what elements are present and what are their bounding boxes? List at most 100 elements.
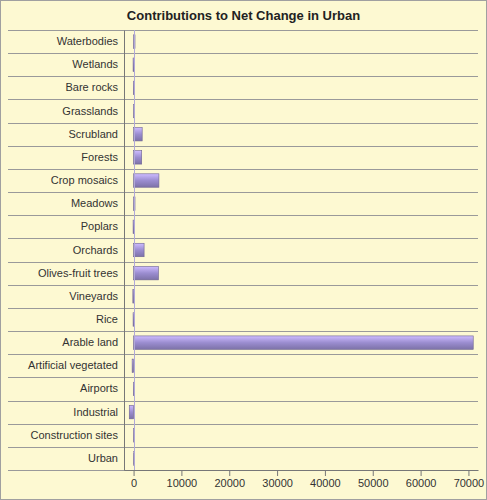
tick-label: 40000	[310, 477, 341, 489]
tick: Industrial	[73, 406, 124, 418]
chart: Contributions to Net Change in Urban 0 100…	[0, 0, 487, 500]
tick-label: 10000	[167, 477, 198, 489]
category-separator	[8, 262, 478, 263]
bars	[129, 35, 473, 465]
tick: Construction sites	[31, 429, 124, 441]
tick: Wetlands	[72, 58, 124, 70]
category-label: Urban	[88, 452, 118, 464]
tick: 20000	[214, 470, 245, 489]
tick-mark	[181, 470, 182, 476]
category-label: Wetlands	[72, 58, 118, 70]
category-label: Industrial	[73, 406, 118, 418]
tick: Forests	[81, 151, 124, 163]
tick: Arable land	[62, 336, 124, 348]
category-label: Scrubland	[68, 128, 118, 140]
bar	[134, 266, 159, 279]
tick: 50000	[358, 470, 389, 489]
bar	[132, 359, 133, 372]
bar	[133, 220, 134, 233]
x-axis-line	[125, 470, 479, 471]
tick: Olives-fruit trees	[38, 267, 124, 279]
tick: Meadows	[71, 197, 124, 209]
category-label: Arable land	[62, 336, 118, 348]
category-separator	[8, 53, 478, 54]
category-label: Olives-fruit trees	[38, 267, 119, 279]
category-label: Waterbodies	[57, 35, 119, 47]
zero-line	[134, 30, 135, 470]
category-label: Poplars	[81, 220, 119, 232]
tick-label: 0	[131, 477, 137, 489]
category-separator	[8, 169, 478, 170]
tick: 40000	[310, 470, 341, 489]
category-separator	[8, 285, 478, 286]
category-label: Orchards	[73, 244, 119, 256]
tick-mark	[421, 470, 422, 476]
category-separator	[8, 447, 478, 448]
tick: 10000	[167, 470, 198, 489]
category-label: Forests	[81, 151, 118, 163]
tick: 0	[131, 470, 137, 489]
category-separator	[8, 470, 478, 471]
category-label: Vineyards	[69, 290, 118, 302]
tick-mark	[134, 470, 135, 476]
tick-mark	[468, 470, 469, 476]
bar	[133, 313, 134, 326]
tick: Poplars	[81, 220, 124, 232]
tick-label: 20000	[214, 477, 245, 489]
category-label: Bare rocks	[65, 81, 118, 93]
category-separator	[8, 192, 478, 193]
y-axis: Waterbodies Wetlands Bare rocks Grasslands S…	[28, 31, 124, 471]
tick-mark	[325, 470, 326, 476]
category-separator	[8, 308, 478, 309]
category-label: Construction sites	[31, 429, 119, 441]
category-label: Rice	[96, 313, 118, 325]
bar	[129, 405, 133, 418]
tick: Waterbodies	[57, 35, 124, 47]
category-separator	[8, 123, 478, 124]
tick: Grasslands	[62, 105, 124, 117]
tick: 60000	[406, 470, 437, 489]
tick-mark	[229, 470, 230, 476]
grid	[8, 31, 478, 471]
category-label: Grasslands	[62, 105, 118, 117]
category-separator	[8, 377, 478, 378]
tick: Rice	[96, 313, 124, 325]
tick: Airports	[80, 382, 124, 394]
tick-mark	[277, 470, 278, 476]
tick-mark	[373, 470, 374, 476]
category-separator	[8, 99, 478, 100]
category-label: Artificial vegetated	[28, 359, 118, 371]
tick-label: 70000	[454, 477, 485, 489]
category-separator	[8, 238, 478, 239]
bar	[133, 290, 134, 303]
category-label: Airports	[80, 382, 118, 394]
bar	[134, 336, 474, 349]
bar	[133, 58, 134, 71]
tick: Scrubland	[68, 128, 124, 140]
y-axis-line	[124, 31, 125, 471]
tick: Vineyards	[69, 290, 124, 302]
tick: Crop mosaics	[51, 174, 124, 186]
tick: Orchards	[73, 244, 124, 256]
x-axis: 0 10000 20000 30000 40000 50000 60000 70000	[125, 470, 485, 489]
tick-label: 30000	[262, 477, 293, 489]
tick: Bare rocks	[65, 81, 124, 93]
category-separator	[8, 401, 478, 402]
bar	[134, 243, 145, 256]
category-label: Meadows	[71, 197, 119, 209]
tick: 30000	[262, 470, 293, 489]
category-separator	[8, 354, 478, 355]
category-label: Crop mosaics	[51, 174, 119, 186]
category-separator	[8, 331, 478, 332]
category-separator	[8, 424, 478, 425]
category-separator	[8, 76, 478, 77]
tick: Artificial vegetated	[28, 359, 124, 371]
title: Contributions to Net Change in Urban	[127, 8, 360, 23]
category-separator	[8, 30, 478, 31]
tick-label: 60000	[406, 477, 437, 489]
category-separator	[8, 215, 478, 216]
tick: 70000	[454, 470, 485, 489]
tick-label: 50000	[358, 477, 389, 489]
background	[1, 1, 487, 500]
category-separator	[8, 146, 478, 147]
